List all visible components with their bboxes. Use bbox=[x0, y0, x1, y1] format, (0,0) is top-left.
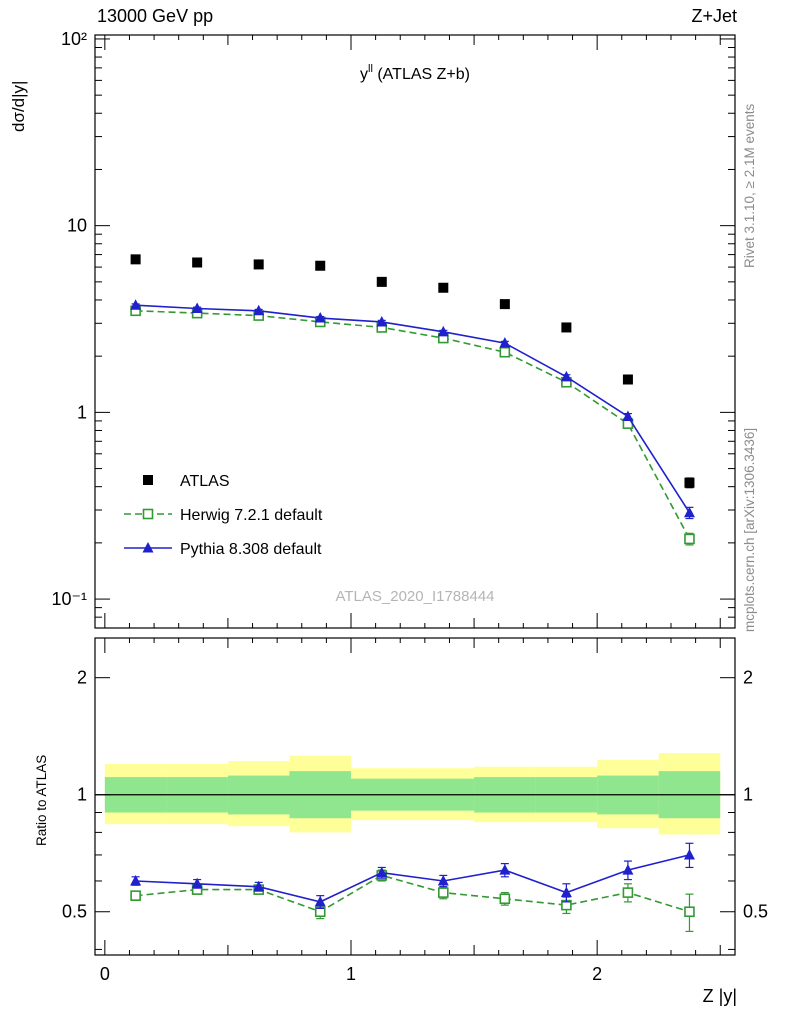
filled-triangle-marker bbox=[376, 315, 388, 327]
ratio-y-tick-label-left: 0.5 bbox=[62, 902, 87, 922]
open-square-marker bbox=[142, 508, 154, 520]
ratio-series-herwig bbox=[130, 869, 695, 933]
open-square-marker bbox=[499, 893, 511, 905]
x-tick-label: 1 bbox=[346, 964, 356, 984]
filled-triangle-marker bbox=[683, 506, 695, 518]
filled-square-marker bbox=[499, 299, 510, 310]
filled-square-marker bbox=[561, 322, 572, 333]
mcplots-arxiv-note: mcplots.cern.ch [arXiv:1306.3436] bbox=[742, 428, 757, 632]
filled-triangle-marker bbox=[191, 302, 203, 314]
ratio-y-tick-label-left: 1 bbox=[77, 785, 87, 805]
filled-square-marker bbox=[130, 254, 141, 265]
main-y-tick-label: 10² bbox=[61, 29, 87, 49]
filled-square-marker bbox=[684, 477, 695, 488]
chart-layer: 0 1 2 10² 10 1 10⁻¹ 2 2 1 1 0.5 0.5 ATLAS Herwig 7.2.1… bbox=[51, 29, 768, 984]
main-y-tick-label: 1 bbox=[77, 402, 87, 422]
filled-triangle-marker bbox=[253, 304, 265, 316]
filled-triangle-marker bbox=[683, 848, 695, 860]
main-series-atlas bbox=[130, 254, 695, 489]
filled-square-marker bbox=[438, 282, 449, 293]
filled-square-marker bbox=[315, 260, 326, 271]
filled-triangle-marker bbox=[130, 874, 142, 886]
open-square-marker bbox=[622, 887, 634, 898]
main-y-tick-label: 10 bbox=[67, 216, 87, 236]
ratio-y-tick-label-right: 0.5 bbox=[743, 902, 768, 922]
ratio-y-tick-label-left: 2 bbox=[77, 668, 87, 688]
filled-triangle-marker bbox=[499, 337, 511, 348]
ratio-y-tick-label-right: 2 bbox=[743, 668, 753, 688]
filled-triangle-marker bbox=[376, 866, 388, 878]
ratio-series-pythia bbox=[130, 842, 695, 910]
filled-triangle-marker bbox=[437, 874, 449, 886]
filled-square-marker bbox=[143, 475, 153, 485]
filled-square-marker bbox=[376, 276, 387, 287]
filled-triangle-marker bbox=[130, 299, 142, 310]
axis-ticks bbox=[95, 35, 735, 955]
rivet-version-note: Rivet 3.1.10, ≥ 2.1M events bbox=[742, 104, 757, 268]
main-series-pythia bbox=[130, 299, 695, 520]
open-square-marker bbox=[499, 346, 511, 358]
main-panel-frame bbox=[94, 34, 736, 629]
filled-triangle-marker bbox=[622, 864, 634, 875]
main-y-tick-label: 10⁻¹ bbox=[51, 589, 87, 609]
legend: ATLAS Herwig 7.2.1 default Pythia 8.308 de… bbox=[124, 473, 323, 558]
header-process-label: Z+Jet bbox=[691, 6, 737, 26]
legend-item-label: Pythia 8.308 default bbox=[180, 541, 322, 558]
ratio-panel-frame bbox=[94, 637, 736, 956]
filled-triangle-marker bbox=[314, 312, 326, 323]
analysis-watermark: ATLAS_2020_I1788444 bbox=[335, 588, 494, 605]
filled-triangle-marker bbox=[622, 410, 634, 422]
filled-triangle-marker bbox=[560, 886, 572, 898]
filled-square-marker bbox=[192, 257, 203, 268]
open-square-marker bbox=[438, 887, 449, 898]
filled-triangle-marker bbox=[314, 895, 326, 907]
open-square-marker bbox=[684, 533, 695, 545]
open-square-marker bbox=[684, 906, 695, 918]
y-axis-label-main: dσ/d|y| bbox=[9, 81, 28, 132]
legend-item-label: ATLAS bbox=[180, 473, 230, 490]
open-square-marker bbox=[130, 890, 141, 901]
filled-square-marker bbox=[253, 259, 264, 270]
filled-triangle-marker bbox=[499, 864, 511, 875]
x-axis-label: Z |y| bbox=[703, 986, 737, 1006]
legend-item-label: Herwig 7.2.1 default bbox=[180, 507, 323, 524]
static-text-layer: 13000 GeV pp Z+Jet yll (ATLAS Z+b) dσ/d|… bbox=[9, 6, 757, 1006]
filled-triangle-marker bbox=[253, 880, 265, 892]
filled-triangle-marker bbox=[191, 877, 203, 889]
y-axis-label-ratio: Ratio to ATLAS bbox=[34, 755, 49, 846]
filled-triangle-marker bbox=[437, 325, 449, 337]
main-plot-title: yll (ATLAS Z+b) bbox=[360, 63, 470, 83]
x-tick-label: 2 bbox=[592, 964, 602, 984]
x-tick-label: 0 bbox=[100, 964, 110, 984]
header-energy-label: 13000 GeV pp bbox=[97, 6, 213, 26]
ratio-uncertainty-bands bbox=[104, 753, 721, 835]
filled-square-marker bbox=[622, 374, 633, 385]
filled-triangle-marker bbox=[560, 370, 572, 382]
ratio-y-tick-label-right: 1 bbox=[743, 785, 753, 805]
filled-triangle-marker bbox=[142, 542, 154, 553]
